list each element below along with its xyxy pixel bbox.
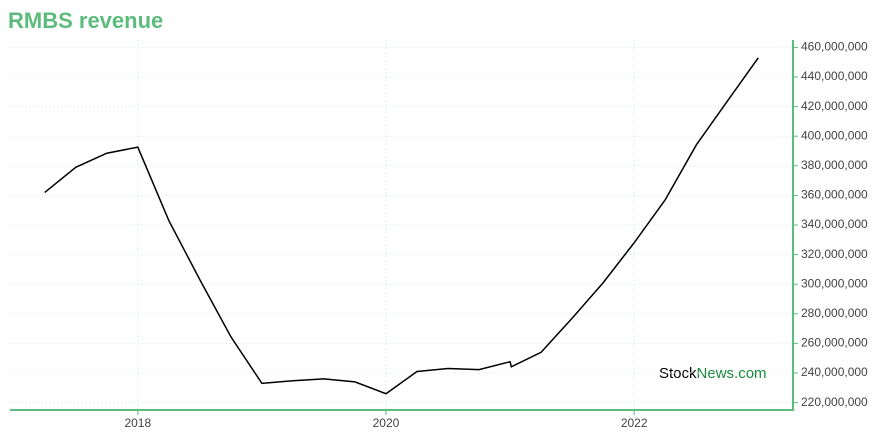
y-tick-label: 380,000,000 [801, 158, 868, 172]
y-tick-label: 300,000,000 [801, 276, 868, 290]
y-tick-label: 340,000,000 [801, 217, 868, 231]
y-tick-label: 460,000,000 [801, 40, 868, 54]
y-tick-label: 440,000,000 [801, 69, 868, 83]
x-tick-label: 2018 [124, 416, 151, 430]
y-tick-label: 280,000,000 [801, 306, 868, 320]
y-tick-label: 360,000,000 [801, 188, 868, 202]
x-tick-label: 2022 [621, 416, 648, 430]
chart-title: RMBS revenue [8, 8, 163, 33]
y-tick-label: 240,000,000 [801, 365, 868, 379]
watermark-second: News.com [697, 365, 767, 382]
y-tick-label: 220,000,000 [801, 395, 868, 409]
y-tick-label: 400,000,000 [801, 128, 868, 142]
line [44, 57, 759, 395]
y-tick-label: 420,000,000 [801, 99, 868, 113]
x-tick-label: 2020 [373, 416, 400, 430]
y-tick-label: 320,000,000 [801, 247, 868, 261]
y-tick-label: 260,000,000 [801, 336, 868, 350]
